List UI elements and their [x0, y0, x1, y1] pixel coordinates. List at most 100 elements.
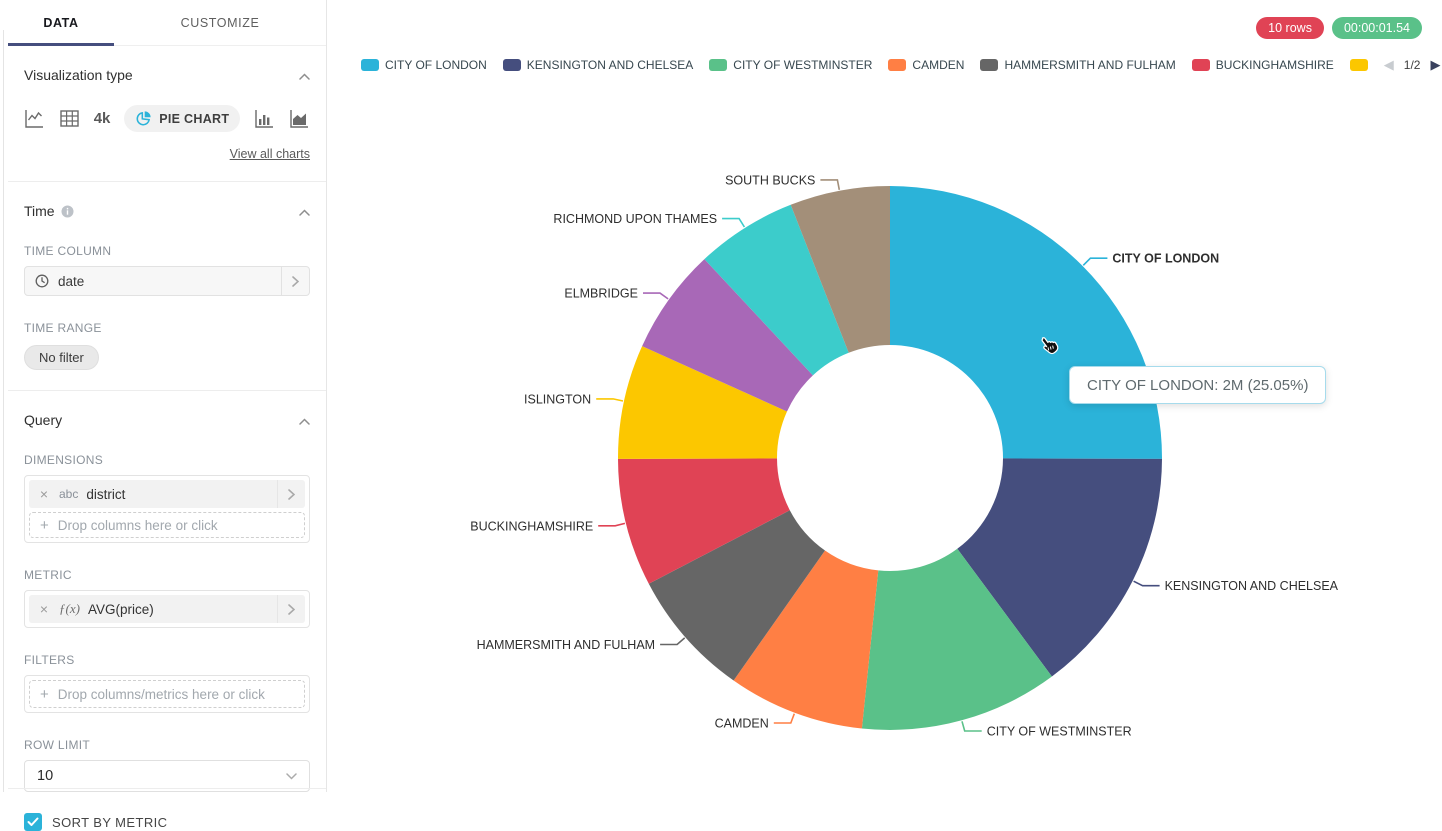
tab-data[interactable]: DATA	[8, 0, 114, 45]
label-line-south-bucks	[820, 180, 839, 190]
slice-label-buckinghamshire: BUCKINGHAMSHIRE	[470, 519, 593, 533]
close-icon[interactable]: ×	[29, 486, 59, 502]
label-line-kensington-and-chelsea	[1134, 581, 1160, 586]
query-section-title: Query	[24, 412, 62, 428]
time-section-title: Time	[24, 203, 55, 219]
metric-chip-avg-price[interactable]: × ƒ(x) AVG(price)	[29, 595, 305, 623]
info-icon	[61, 205, 74, 218]
legend-swatch	[361, 59, 379, 71]
legend-item-buckinghamshire[interactable]: BUCKINGHAMSHIRE	[1192, 58, 1334, 72]
dimensions-drop-placeholder: Drop columns here or click	[58, 518, 218, 533]
legend-label: CAMDEN	[912, 58, 964, 72]
legend-prev-icon[interactable]: ◀	[1384, 57, 1394, 73]
time-range-value-button[interactable]: No filter	[24, 345, 99, 370]
label-line-hammersmith-and-fulham	[660, 638, 685, 645]
time-column-field[interactable]: date	[24, 266, 310, 296]
function-icon: ƒ(x)	[59, 601, 80, 617]
sort-by-metric-checkbox[interactable]	[24, 813, 42, 831]
big-number-icon[interactable]: 4k	[94, 110, 111, 127]
label-line-buckinghamshire	[598, 523, 625, 525]
pie-chart-icon	[135, 110, 152, 127]
bar-chart-icon[interactable]	[254, 108, 275, 129]
dimension-chip-label: district	[86, 487, 125, 502]
line-chart-icon[interactable]	[24, 108, 45, 129]
section-divider	[8, 181, 326, 182]
dimensions-drop-zone[interactable]: + Drop columns here or click	[29, 512, 305, 538]
query-section-header[interactable]: Query	[24, 412, 310, 428]
legend-item-kensington-and-chelsea[interactable]: KENSINGTON AND CHELSEA	[503, 58, 694, 72]
area-chart-icon[interactable]	[289, 108, 310, 129]
legend-swatch	[980, 59, 998, 71]
filters-drop-zone[interactable]: + Drop columns/metrics here or click	[29, 680, 305, 708]
legend-swatch-truncated[interactable]	[1350, 59, 1368, 71]
chevron-right-icon[interactable]	[277, 480, 305, 508]
legend-next-icon[interactable]: ▶	[1430, 57, 1440, 73]
time-range-label: TIME RANGE	[24, 321, 310, 335]
slice-label-hammersmith-and-fulham: HAMMERSMITH AND FULHAM	[477, 638, 655, 652]
sort-by-metric-row[interactable]: SORT BY METRIC	[24, 813, 310, 831]
viz-pie-chart-button[interactable]: PIE CHART	[124, 105, 240, 132]
metric-label: METRIC	[24, 568, 310, 582]
dimensions-label: DIMENSIONS	[24, 453, 310, 467]
slice-label-islington: ISLINGTON	[524, 392, 591, 406]
chart-legend: CITY OF LONDON KENSINGTON AND CHELSEA CITY…	[361, 57, 1420, 73]
label-line-city-of-westminster	[962, 721, 982, 731]
legend-swatch	[1192, 59, 1210, 71]
chevron-right-icon[interactable]	[281, 267, 309, 295]
legend-item-camden[interactable]: CAMDEN	[888, 58, 964, 72]
label-line-camden	[774, 714, 795, 723]
check-icon	[27, 817, 39, 827]
legend-item-city-of-westminster[interactable]: CITY OF WESTMINSTER	[709, 58, 872, 72]
time-column-label: TIME COLUMN	[24, 244, 310, 258]
legend-label: BUCKINGHAMSHIRE	[1216, 58, 1334, 72]
legend-swatch	[503, 59, 521, 71]
control-tabs: DATA CUSTOMIZE	[8, 0, 326, 46]
section-divider	[8, 788, 326, 789]
chevron-up-icon[interactable]	[299, 203, 310, 219]
slice-label-city-of-london: CITY OF LONDON	[1112, 252, 1219, 266]
slice-label-south-bucks: SOUTH BUCKS	[725, 173, 815, 187]
viz-pie-chart-label: PIE CHART	[159, 112, 229, 126]
chevron-right-icon[interactable]	[277, 595, 305, 623]
column-type-label: abc	[59, 487, 78, 501]
chevron-up-icon[interactable]	[299, 412, 310, 428]
filters-label: FILTERS	[24, 653, 310, 667]
row-limit-label: ROW LIMIT	[24, 738, 310, 752]
slice-label-city-of-westminster: CITY OF WESTMINSTER	[987, 725, 1132, 739]
filters-drop-placeholder: Drop columns/metrics here or click	[58, 687, 265, 702]
viz-section-header[interactable]: Visualization type	[24, 67, 310, 83]
time-column-value: date	[58, 274, 84, 289]
control-panel: DATA CUSTOMIZE Visualization type 4k PIE…	[8, 0, 327, 792]
pie-slice-city-of-london[interactable]	[890, 186, 1162, 459]
legend-pager: ◀ 1/2 ▶	[1384, 57, 1441, 73]
legend-item-city-of-london[interactable]: CITY OF LONDON	[361, 58, 487, 72]
close-icon[interactable]: ×	[29, 601, 59, 617]
metric-chip-label: AVG(price)	[88, 602, 154, 617]
dimensions-box: × abc district + Drop columns here or cl…	[24, 475, 310, 543]
label-line-richmond-upon-thames	[722, 219, 744, 227]
query-status: 10 rows 00:00:01.54	[1256, 17, 1422, 39]
legend-swatch	[709, 59, 727, 71]
query-duration-badge: 00:00:01.54	[1332, 17, 1422, 39]
slice-label-elmbridge: ELMBRIDGE	[564, 287, 638, 301]
clock-icon	[35, 274, 49, 288]
time-section-header[interactable]: Time	[24, 203, 310, 219]
label-line-islington	[596, 399, 623, 401]
pointer-hand-icon	[1038, 335, 1058, 361]
tab-customize[interactable]: CUSTOMIZE	[114, 0, 326, 45]
row-count-badge: 10 rows	[1256, 17, 1324, 39]
dimension-chip-district[interactable]: × abc district	[29, 480, 305, 508]
filters-box: + Drop columns/metrics here or click	[24, 675, 310, 713]
collapsed-datasource-panel	[0, 0, 8, 792]
legend-label: CITY OF LONDON	[385, 58, 487, 72]
slice-label-camden: CAMDEN	[715, 717, 769, 731]
view-all-charts-link[interactable]: View all charts	[24, 147, 310, 161]
row-limit-value: 10	[37, 768, 53, 784]
table-icon[interactable]	[59, 108, 80, 129]
chart-tooltip: CITY OF LONDON: 2M (25.05%)	[1069, 366, 1326, 404]
sort-by-metric-label: SORT BY METRIC	[52, 815, 167, 830]
legend-item-hammersmith-and-fulham[interactable]: HAMMERSMITH AND FULHAM	[980, 58, 1175, 72]
chevron-up-icon[interactable]	[299, 67, 310, 83]
chart-panel: 10 rows 00:00:01.54 CITY OF LONDON KENSIN…	[327, 0, 1442, 792]
slice-label-richmond-upon-thames: RICHMOND UPON THAMES	[553, 212, 717, 226]
